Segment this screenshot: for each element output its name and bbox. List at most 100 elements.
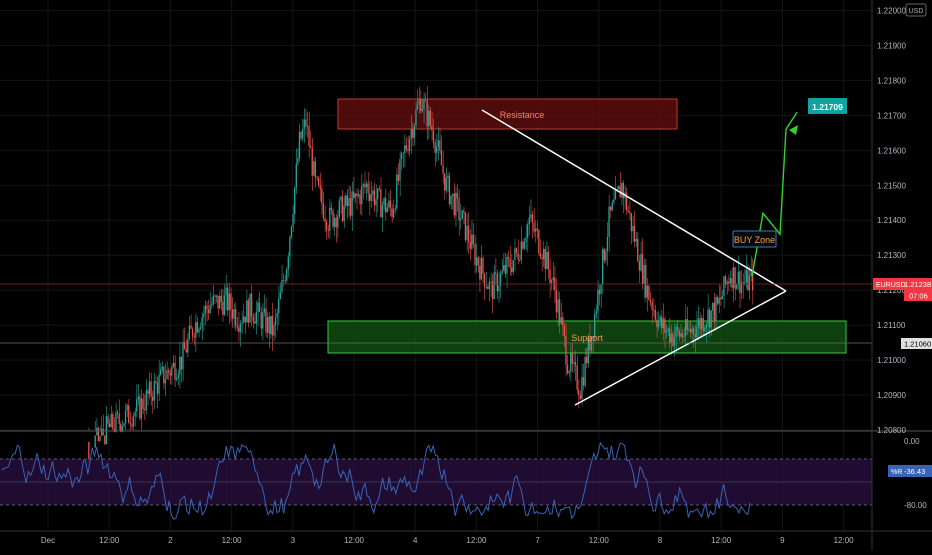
candle-body [145, 390, 147, 411]
time-axis[interactable]: Dec 12:00 2 12:00 3 12:00 4 12:00 7 12:00 8 12:00 9 1… [41, 536, 854, 545]
candle-body [579, 395, 581, 399]
candle-body [670, 333, 672, 343]
candle-body [212, 295, 214, 304]
target-callout[interactable]: 1.21709 [808, 98, 847, 114]
candle-body [354, 193, 356, 198]
candle-body [273, 324, 275, 336]
candle-body [589, 337, 591, 351]
currency-badge[interactable]: USD [905, 3, 927, 17]
candle-body [250, 293, 253, 317]
triangle-lower-line[interactable] [574, 290, 787, 406]
candle-body [467, 225, 470, 242]
price-axis[interactable]: 1.22000 1.21900 1.21800 1.21700 1.21600 1.215… [877, 6, 906, 435]
candle-body [713, 302, 715, 321]
candle-body [748, 275, 751, 290]
candle-body [629, 211, 631, 214]
candle-body [574, 362, 577, 366]
resistance-zone[interactable] [337, 98, 678, 130]
candle-body [490, 281, 492, 283]
candle-body [586, 356, 588, 364]
candle-body [247, 300, 250, 323]
last-price-badge: EURUSD 1.21238 07:06 [873, 278, 932, 301]
candle-body [174, 362, 176, 380]
candle-body [166, 369, 168, 379]
buy-zone-callout[interactable]: BUY Zone [732, 230, 777, 248]
candle-body [464, 212, 467, 241]
candle-body [677, 326, 679, 331]
candle-body [614, 189, 617, 200]
candle-body [161, 366, 163, 370]
candle-body [440, 150, 443, 166]
candle-body [469, 241, 471, 249]
candle-body [255, 311, 258, 324]
last-price-countdown: 07:06 [909, 292, 928, 301]
candle-body [306, 125, 309, 127]
candle-body [675, 326, 677, 338]
candle-body [116, 412, 119, 414]
candle-body [661, 316, 663, 329]
candle-body [491, 281, 494, 300]
candle-body [659, 316, 661, 321]
candle-body [282, 280, 285, 282]
candle-body [88, 441, 90, 462]
candle-body [550, 280, 553, 284]
time-tick-label: 2 [168, 536, 173, 545]
candle-body [429, 110, 431, 126]
candle-body [704, 327, 706, 332]
candle-body [274, 317, 277, 325]
candle-body [630, 213, 633, 232]
candle-body [367, 183, 369, 194]
candle-body [511, 267, 513, 273]
time-tick-label: 12:00 [589, 536, 610, 545]
time-tick-label: 3 [291, 536, 296, 545]
candle-body [557, 299, 559, 313]
candle-body [404, 145, 406, 153]
candle-body [150, 381, 152, 397]
candle-body [525, 237, 527, 243]
candle-body [656, 319, 658, 328]
price-tick-label: 1.21700 [877, 111, 906, 120]
candle-body [290, 226, 293, 237]
last-price-symbol: EURUSD [876, 282, 906, 289]
triangle-upper-line[interactable] [481, 109, 787, 292]
candle-body [649, 299, 652, 303]
candle-body [211, 303, 213, 306]
support-zone[interactable] [327, 320, 847, 354]
candle-body [426, 100, 428, 127]
candle-body [321, 188, 323, 204]
wr-axis[interactable]: 0.00 -80.00 [904, 437, 927, 510]
candle-body [370, 194, 372, 201]
candle-body [587, 337, 589, 364]
candle-body [726, 281, 728, 285]
candle-body [455, 192, 457, 216]
candle-body [584, 356, 586, 386]
candle-body [439, 140, 441, 151]
candle-body [418, 99, 420, 105]
price-tick-label: 1.21600 [877, 146, 906, 155]
candle-body [472, 234, 475, 245]
candle-body [681, 333, 684, 337]
candle-body [563, 325, 565, 336]
candle-body [437, 140, 439, 147]
candle-body [152, 396, 154, 401]
wr-tick-label: 0.00 [904, 437, 920, 446]
candle-body [651, 302, 653, 310]
time-tick-label: Dec [41, 536, 55, 545]
candle-body [603, 249, 605, 261]
candle-body [531, 214, 534, 224]
candle-body [416, 104, 419, 110]
candle-body [239, 323, 242, 333]
candle-body [609, 206, 612, 211]
candle-body [297, 158, 299, 164]
candle-body [351, 191, 353, 216]
level-value: 1.21060 [904, 340, 931, 349]
candle-body [124, 410, 127, 424]
candle-body [598, 289, 601, 295]
williams-r-line[interactable] [1, 441, 751, 520]
candle-body [744, 282, 746, 284]
candle-body [182, 341, 184, 370]
candle-body [691, 328, 693, 333]
candle-body [270, 316, 272, 334]
candle-body [147, 390, 149, 395]
candle-body [555, 290, 558, 313]
